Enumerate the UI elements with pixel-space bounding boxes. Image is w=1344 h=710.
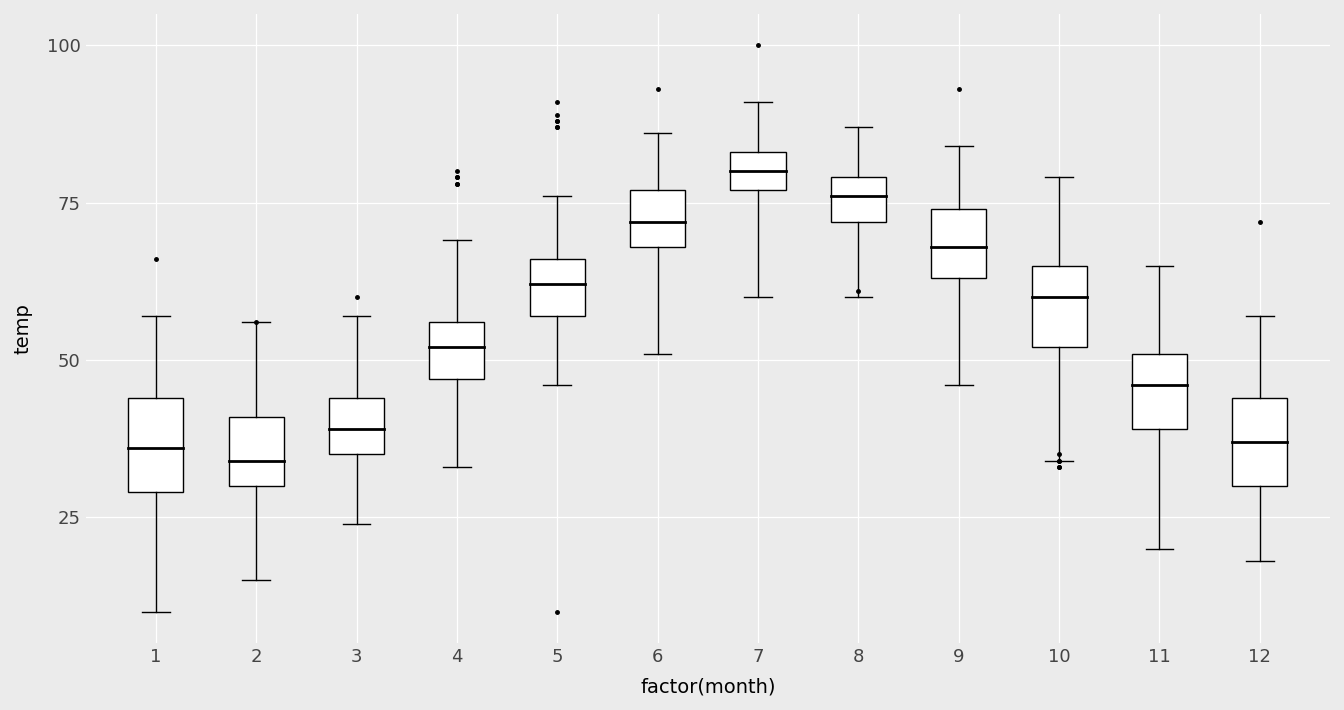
Bar [329,398,384,454]
X-axis label: factor(month): factor(month) [640,677,775,696]
Y-axis label: temp: temp [13,303,32,354]
Bar [831,178,886,222]
Bar [1232,398,1288,486]
Bar [1132,354,1187,429]
Bar [730,153,786,190]
Bar [1031,266,1087,347]
Bar [228,417,284,486]
Bar [128,398,183,492]
Bar [630,190,685,246]
Bar [429,322,484,379]
Bar [931,209,986,278]
Bar [530,259,585,316]
